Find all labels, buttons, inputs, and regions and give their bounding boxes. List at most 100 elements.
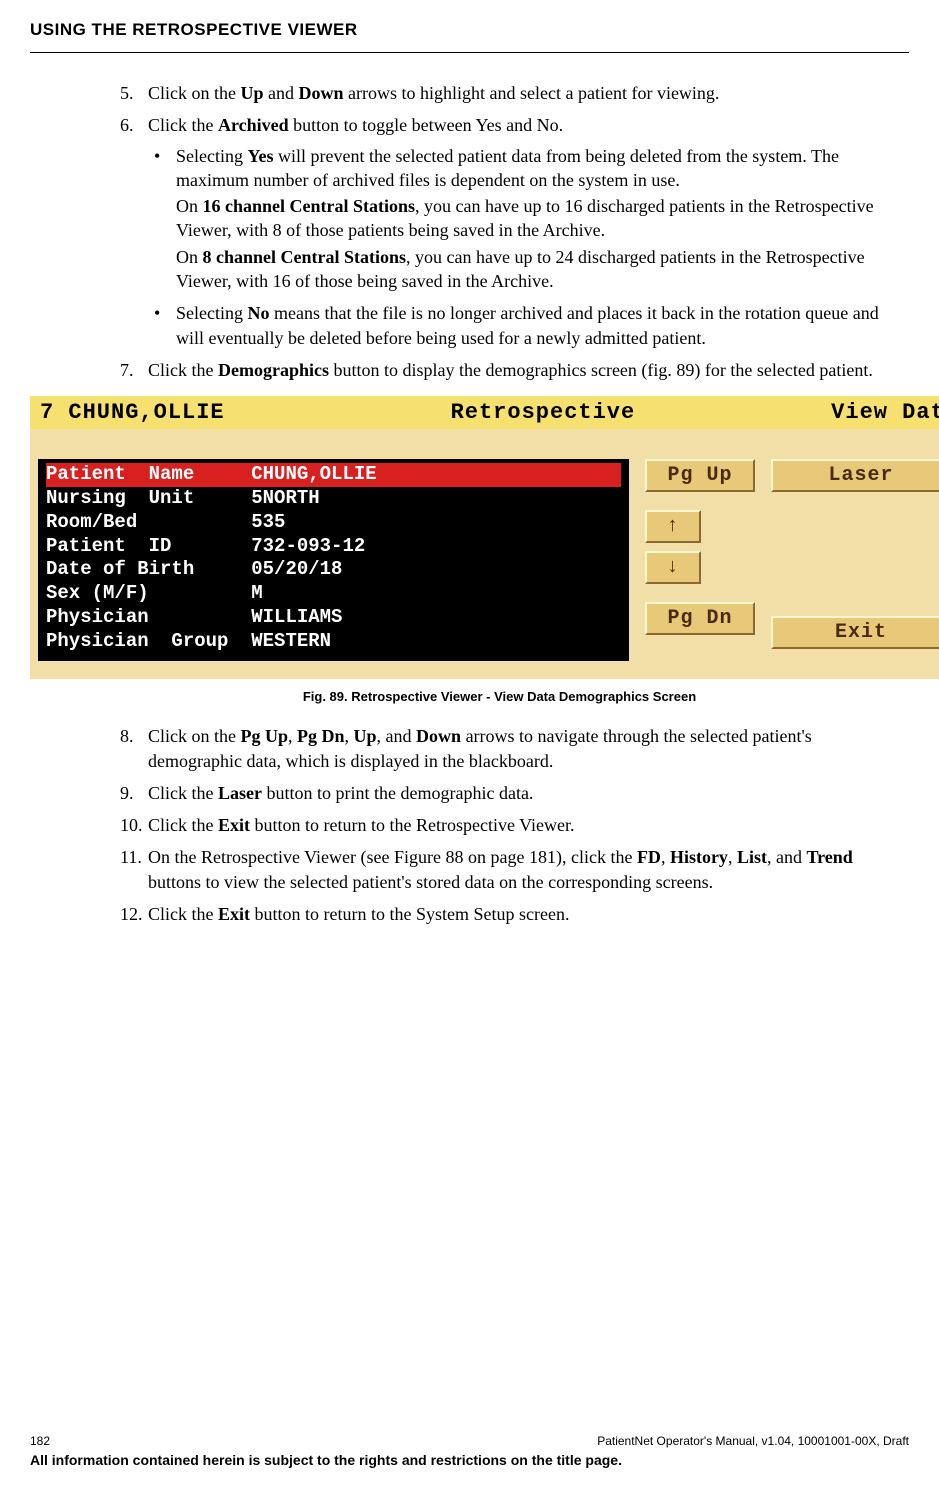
content-body: 5. Click on the Up and Down arrows to hi…: [30, 81, 909, 926]
text: ,: [288, 726, 297, 746]
page-header: USING THE RETROSPECTIVE VIEWER: [30, 20, 909, 53]
step-number: 5.: [120, 81, 134, 105]
bold: Up: [241, 83, 264, 103]
bold: Exit: [218, 815, 250, 835]
demo-row-physician-group: Physician Group WESTERN: [46, 630, 621, 654]
text: On: [176, 247, 203, 267]
step-number: 9.: [120, 781, 134, 805]
step-number: 8.: [120, 724, 134, 748]
pgup-button[interactable]: Pg Up: [645, 459, 755, 492]
text: ,: [345, 726, 354, 746]
step-number: 6.: [120, 113, 134, 137]
retrospective-screenshot: 7 CHUNG,OLLIE Retrospective View Data Pa…: [30, 396, 939, 679]
text: will prevent the selected patient data f…: [176, 146, 839, 190]
text: buttons to view the selected patient's s…: [148, 872, 713, 892]
text: On the Retrospective Viewer (see Figure …: [148, 847, 637, 867]
bold: Trend: [806, 847, 852, 867]
screenshot-titlebar: 7 CHUNG,OLLIE Retrospective View Data: [30, 396, 939, 429]
text: and: [264, 83, 299, 103]
text: button to display the demographics scree…: [329, 360, 873, 380]
text: , and: [767, 847, 807, 867]
figure-caption: Fig. 89. Retrospective Viewer - View Dat…: [120, 689, 879, 704]
text: Selecting: [176, 146, 247, 166]
nav-button-column: Pg Up ↑ ↓ Pg Dn: [645, 459, 755, 635]
step-number: 11.: [120, 845, 142, 869]
bold: Down: [299, 83, 344, 103]
demo-row-room-bed: Room/Bed 535: [46, 511, 621, 535]
bold: Laser: [218, 783, 262, 803]
step-number: 7.: [120, 358, 134, 382]
down-arrow-button[interactable]: ↓: [645, 551, 701, 584]
bold: Demographics: [218, 360, 329, 380]
demo-row-patient-name: Patient Name CHUNG,OLLIE: [46, 463, 621, 487]
bold: 16 channel Central Stations: [203, 196, 416, 216]
step-9: 9. Click the Laser button to print the d…: [120, 781, 879, 805]
bold: No: [247, 303, 269, 323]
footer-top-row: 182 PatientNet Operator's Manual, v1.04,…: [30, 1434, 909, 1448]
text: , and: [377, 726, 417, 746]
titlebar-left: 7 CHUNG,OLLIE: [40, 400, 225, 425]
titlebar-right: View Data: [831, 400, 939, 425]
text: ,: [661, 847, 670, 867]
footer-notice: All information contained herein is subj…: [30, 1452, 909, 1468]
step-number: 12.: [120, 902, 143, 926]
bold: FD: [637, 847, 661, 867]
page-footer: 182 PatientNet Operator's Manual, v1.04,…: [30, 1434, 909, 1468]
sub-item-no: Selecting No means that the file is no l…: [148, 301, 879, 350]
bold: List: [737, 847, 767, 867]
demo-row-nursing-unit: Nursing Unit 5NORTH: [46, 487, 621, 511]
text: means that the file is no longer archive…: [176, 303, 879, 347]
instruction-list: 5. Click on the Up and Down arrows to hi…: [120, 81, 879, 382]
sub-item-yes: Selecting Yes will prevent the selected …: [148, 144, 879, 294]
text: ,: [728, 847, 737, 867]
step-10: 10. Click the Exit button to return to t…: [120, 813, 879, 837]
text: Click the: [148, 115, 218, 135]
text: Click the: [148, 360, 218, 380]
text: arrows to highlight and select a patient…: [344, 83, 720, 103]
bold: Pg Up: [241, 726, 289, 746]
doc-info: PatientNet Operator's Manual, v1.04, 100…: [597, 1434, 909, 1448]
bold: Down: [416, 726, 461, 746]
up-arrow-button[interactable]: ↑: [645, 510, 701, 543]
demo-row-physician: Physician WILLIAMS: [46, 606, 621, 630]
step-12: 12. Click the Exit button to return to t…: [120, 902, 879, 926]
para: On 16 channel Central Stations, you can …: [176, 194, 879, 243]
text: button to print the demographic data.: [262, 783, 533, 803]
text: Click the: [148, 815, 218, 835]
instruction-list-2: 8. Click on the Pg Up, Pg Dn, Up, and Do…: [120, 724, 879, 926]
demographics-blackboard: Patient Name CHUNG,OLLIE Nursing Unit 5N…: [38, 459, 629, 661]
step-5: 5. Click on the Up and Down arrows to hi…: [120, 81, 879, 105]
text: button to return to the Retrospective Vi…: [250, 815, 575, 835]
text: On: [176, 196, 203, 216]
bold: Yes: [247, 146, 273, 166]
bold: Exit: [218, 904, 250, 924]
demo-row-patient-id: Patient ID 732-093-12: [46, 535, 621, 559]
action-button-column: Laser Exit: [771, 459, 939, 649]
bold: 8 channel Central Stations: [203, 247, 407, 267]
sub-list: Selecting Yes will prevent the selected …: [148, 144, 879, 350]
text: Click the: [148, 783, 218, 803]
demo-row-dob: Date of Birth 05/20/18: [46, 558, 621, 582]
titlebar-center: Retrospective: [225, 400, 832, 425]
page-number: 182: [30, 1434, 50, 1448]
para: On 8 channel Central Stations, you can h…: [176, 245, 879, 294]
bold: Up: [354, 726, 377, 746]
text: Click on the: [148, 83, 241, 103]
step-7: 7. Click the Demographics button to disp…: [120, 358, 879, 382]
text: button to toggle between Yes and No.: [289, 115, 563, 135]
step-6: 6. Click the Archived button to toggle b…: [120, 113, 879, 350]
text: Click on the: [148, 726, 241, 746]
text: Selecting: [176, 303, 247, 323]
laser-button[interactable]: Laser: [771, 459, 939, 492]
exit-button[interactable]: Exit: [771, 616, 939, 649]
text: button to return to the System Setup scr…: [250, 904, 569, 924]
pgdn-button[interactable]: Pg Dn: [645, 602, 755, 635]
bold: Pg Dn: [297, 726, 345, 746]
step-8: 8. Click on the Pg Up, Pg Dn, Up, and Do…: [120, 724, 879, 773]
screenshot-body: Patient Name CHUNG,OLLIE Nursing Unit 5N…: [30, 429, 939, 679]
step-11: 11. On the Retrospective Viewer (see Fig…: [120, 845, 879, 894]
demo-row-sex: Sex (M/F) M: [46, 582, 621, 606]
bold: History: [670, 847, 728, 867]
step-number: 10.: [120, 813, 143, 837]
text: Click the: [148, 904, 218, 924]
